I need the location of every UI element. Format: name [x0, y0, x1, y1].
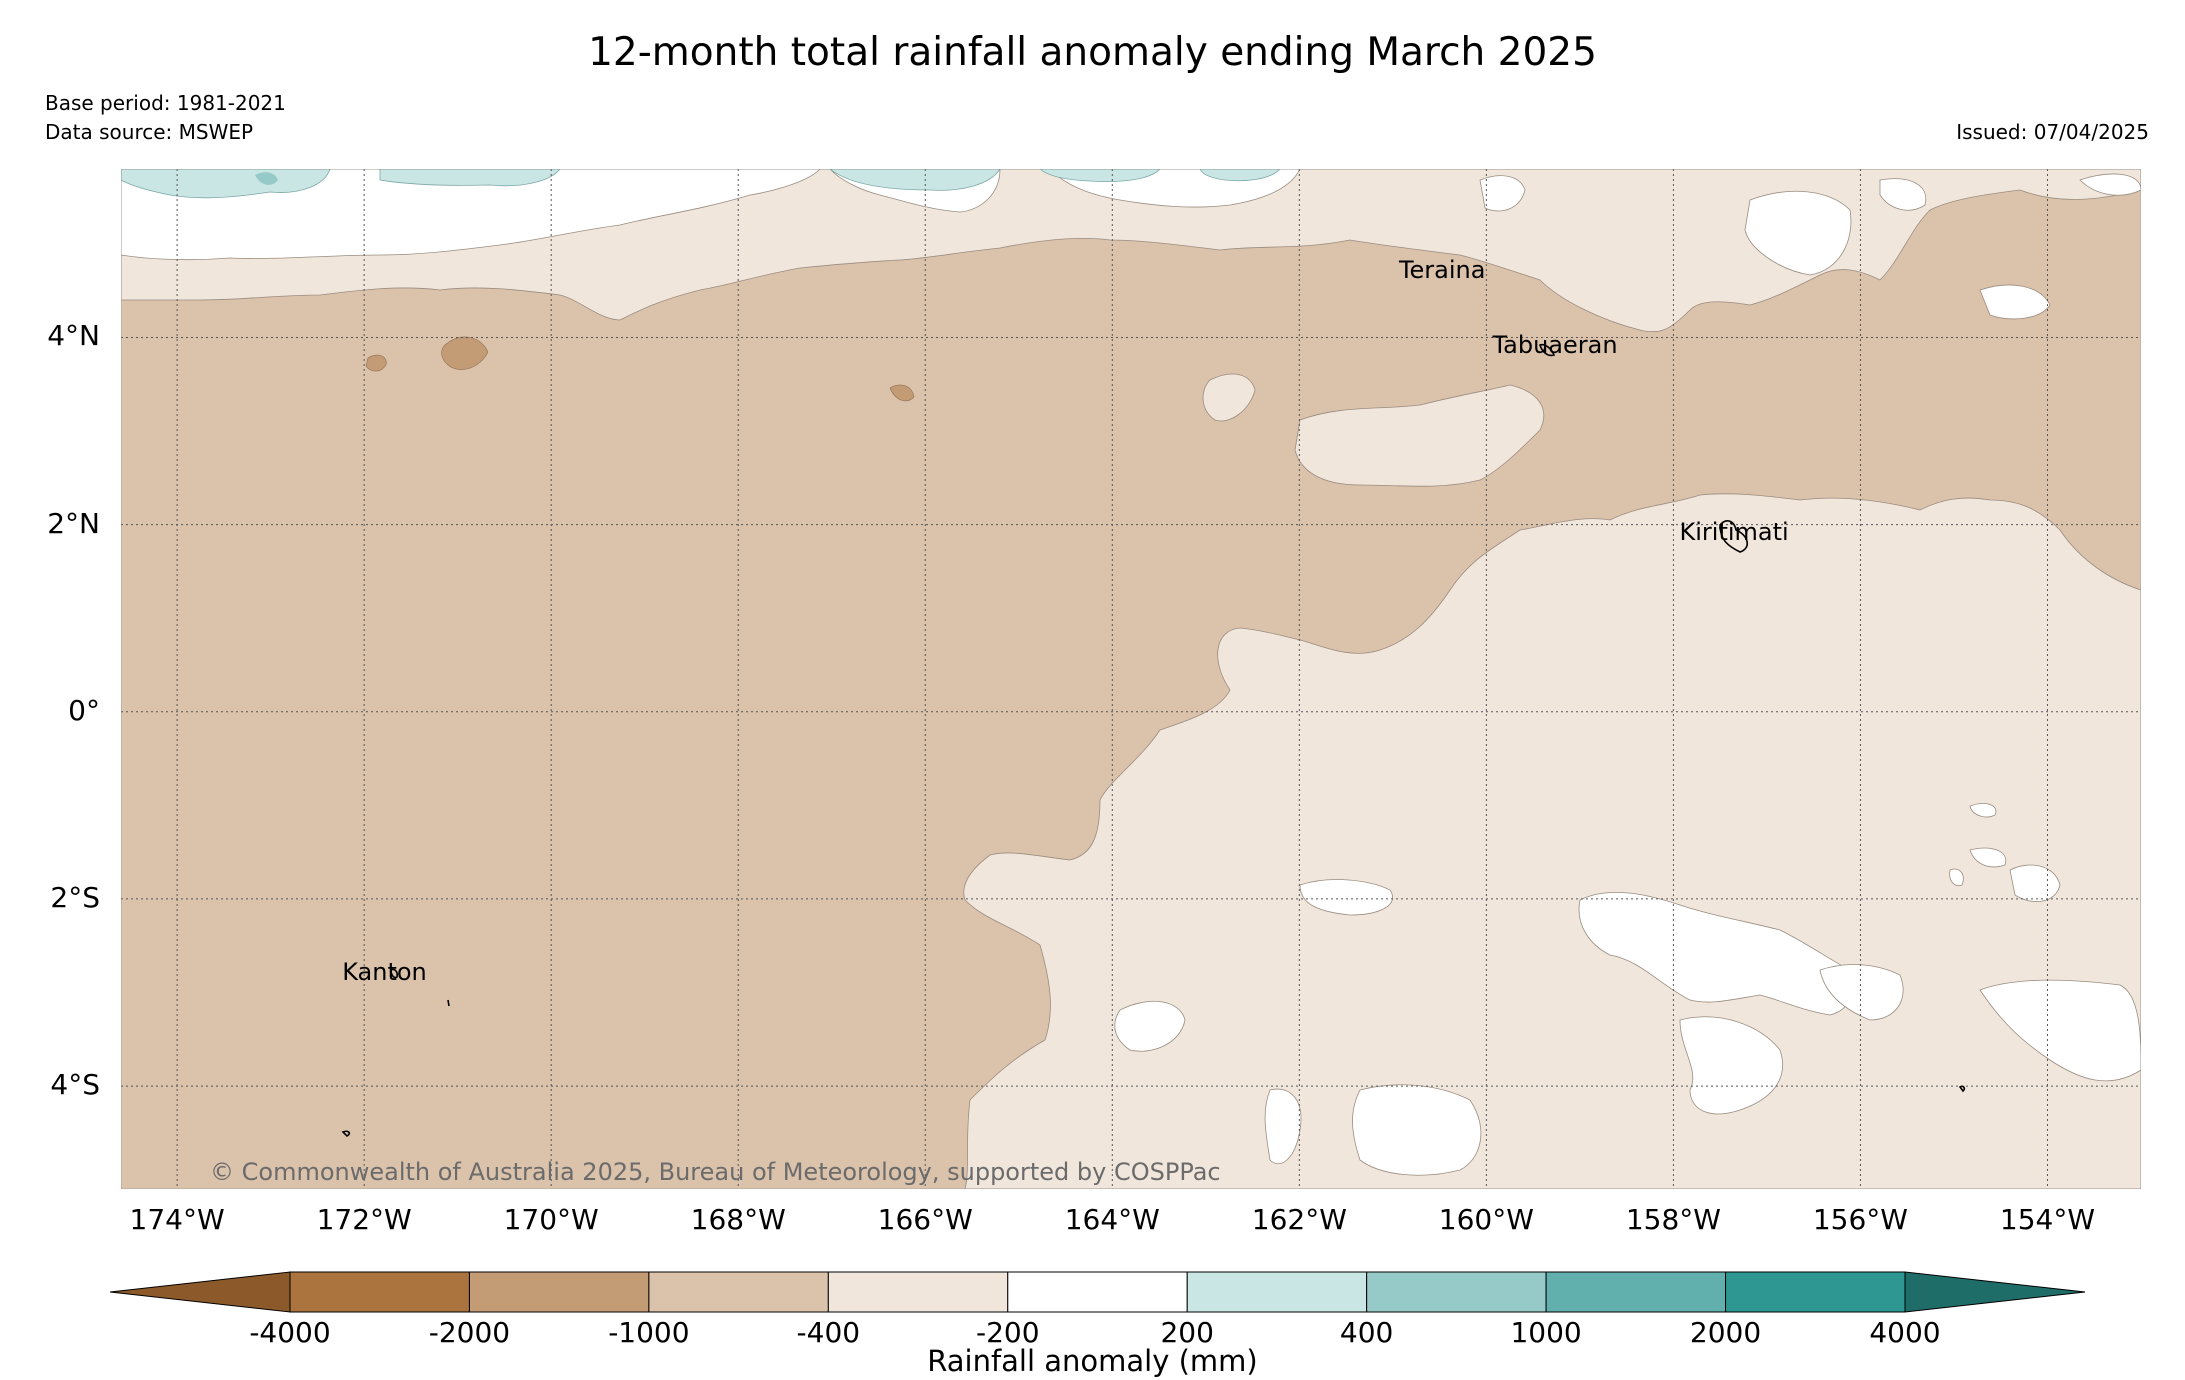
longitude-tick-label: 164°W: [1064, 1203, 1160, 1236]
tabuaeran-moderate-dry-patch: [1294, 384, 1545, 487]
north-moderate-dry-blob: [1202, 373, 1256, 422]
colorbar-tick-label: -4000: [249, 1316, 331, 1349]
colorbar-segment: [827, 1271, 1009, 1313]
latitude-tick-label: 2°N: [47, 506, 100, 540]
map-title: 12-month total rainfall anomaly ending M…: [588, 30, 1597, 75]
wetter-spot: [255, 172, 278, 185]
colorbar-segment: [648, 1271, 829, 1313]
colorbar-low-extend: [109, 1271, 291, 1313]
colorbar-segment: [1725, 1271, 1906, 1313]
colorbar-segment: [289, 1271, 470, 1313]
tabuaeran-outline: [1539, 343, 1556, 357]
colorbar-segment: [1366, 1271, 1547, 1313]
very-dry-spots: [365, 336, 915, 402]
colorbar-tick-label: -1000: [608, 1316, 690, 1349]
colorbar-tick-label: 1000: [1510, 1316, 1582, 1349]
kiritimati-outline: [1719, 520, 1748, 553]
colorbar-segment: [1007, 1271, 1188, 1313]
island-outlines: [341, 343, 1966, 1138]
longitude-tick-label: 166°W: [877, 1203, 973, 1236]
colorbar-title: Rainfall anomaly (mm): [927, 1344, 1258, 1378]
latitude-tick-label: 2°S: [50, 880, 100, 914]
moderate-dry-region: [963, 493, 2141, 1189]
colorbar-tick-label: 2000: [1689, 1316, 1762, 1349]
longitude-tick-label: 156°W: [1812, 1203, 1908, 1236]
copyright-notice: © Commonwealth of Australia 2025, Bureau…: [210, 1158, 1221, 1186]
colorbar-segment: [468, 1271, 650, 1313]
longitude-tick-label: 172°W: [316, 1203, 412, 1236]
data-source: Data source: MSWEP: [45, 120, 254, 144]
longitude-tick-label: 160°W: [1438, 1203, 1534, 1236]
longitude-tick-label: 162°W: [1251, 1203, 1347, 1236]
longitude-tick-label: 154°W: [1999, 1203, 2096, 1236]
colorbar-segment: [1545, 1271, 1727, 1313]
latitude-tick-label: 4°N: [47, 319, 100, 353]
colorbar-tick-label: 200: [1160, 1316, 1214, 1349]
latitude-tick-label: 4°S: [50, 1068, 100, 1102]
latitude-tick-label: 0°: [68, 693, 100, 727]
longitude-tick-label: 174°W: [129, 1203, 225, 1236]
colorbar: [109, 1271, 2086, 1313]
map-plot-area: [121, 169, 2141, 1189]
colorbar-high-extend: [1904, 1271, 2086, 1313]
near-normal-patches: [121, 169, 2141, 1176]
colorbar-tick-label: 400: [1339, 1316, 1394, 1349]
colorbar-tick-label: -400: [796, 1316, 861, 1349]
wet-patches: [121, 169, 1281, 199]
colorbar-tick-label: -200: [975, 1316, 1040, 1349]
longitude-tick-label: 168°W: [690, 1203, 786, 1236]
longitude-tick-label: 170°W: [503, 1203, 599, 1236]
place-label: Kiritimati: [1679, 517, 1789, 546]
colorbar-tick-label: 4000: [1869, 1316, 1941, 1349]
base-period: Base period: 1981-2021: [45, 91, 286, 115]
kanton-outline: [390, 968, 398, 979]
graticule: [121, 169, 2141, 1189]
colorbar-segment: [1186, 1271, 1368, 1313]
colorbar-tick-label: -2000: [428, 1316, 511, 1349]
longitude-tick-label: 158°W: [1625, 1203, 1721, 1236]
place-label: Teraina: [1398, 255, 1486, 284]
place-label: Kanton: [342, 957, 427, 986]
place-label: Tabuaeran: [1492, 330, 1618, 359]
issued-date: Issued: 07/04/2025: [1956, 120, 2149, 144]
